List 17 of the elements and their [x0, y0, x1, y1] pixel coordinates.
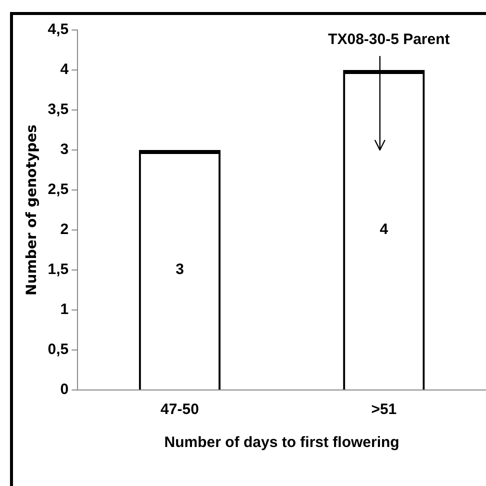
annotation: TX08-30-5 Parent: [328, 31, 450, 48]
y-tick-label: 2,5: [48, 181, 69, 198]
x-tick-label: 47-50: [160, 401, 199, 418]
y-tick-label: 3: [60, 141, 69, 158]
y-tick-label: 4: [60, 61, 70, 78]
data-label: 3: [176, 260, 184, 278]
y-tick-label: 1,5: [48, 261, 69, 278]
x-tick-label: >51: [371, 401, 397, 418]
y-tick-label: 0: [60, 381, 69, 398]
y-tick-label: 3,5: [48, 101, 69, 118]
y-tick-label: 4,5: [48, 21, 69, 38]
y-axis-title: Number of genotypes: [24, 124, 40, 296]
y-tick-label: 0,5: [48, 341, 69, 358]
y-tick-label: 1: [60, 301, 69, 318]
x-axis-title: Number of days to first flowering: [164, 434, 400, 452]
y-tick-label: 2: [60, 221, 69, 238]
data-label: 4: [380, 220, 389, 238]
